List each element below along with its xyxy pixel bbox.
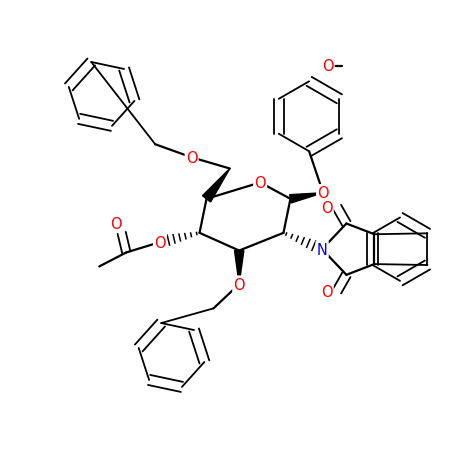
Polygon shape [290, 193, 323, 204]
Text: O: O [322, 60, 333, 74]
Polygon shape [203, 169, 230, 202]
Text: O: O [321, 284, 333, 299]
Text: N: N [317, 242, 327, 257]
Text: O: O [254, 176, 266, 190]
Text: O: O [321, 200, 333, 215]
Text: O: O [234, 277, 245, 292]
Text: O: O [154, 235, 166, 250]
Text: O: O [110, 217, 122, 231]
Text: O: O [186, 150, 197, 166]
Polygon shape [234, 251, 244, 285]
Text: O: O [317, 186, 329, 201]
